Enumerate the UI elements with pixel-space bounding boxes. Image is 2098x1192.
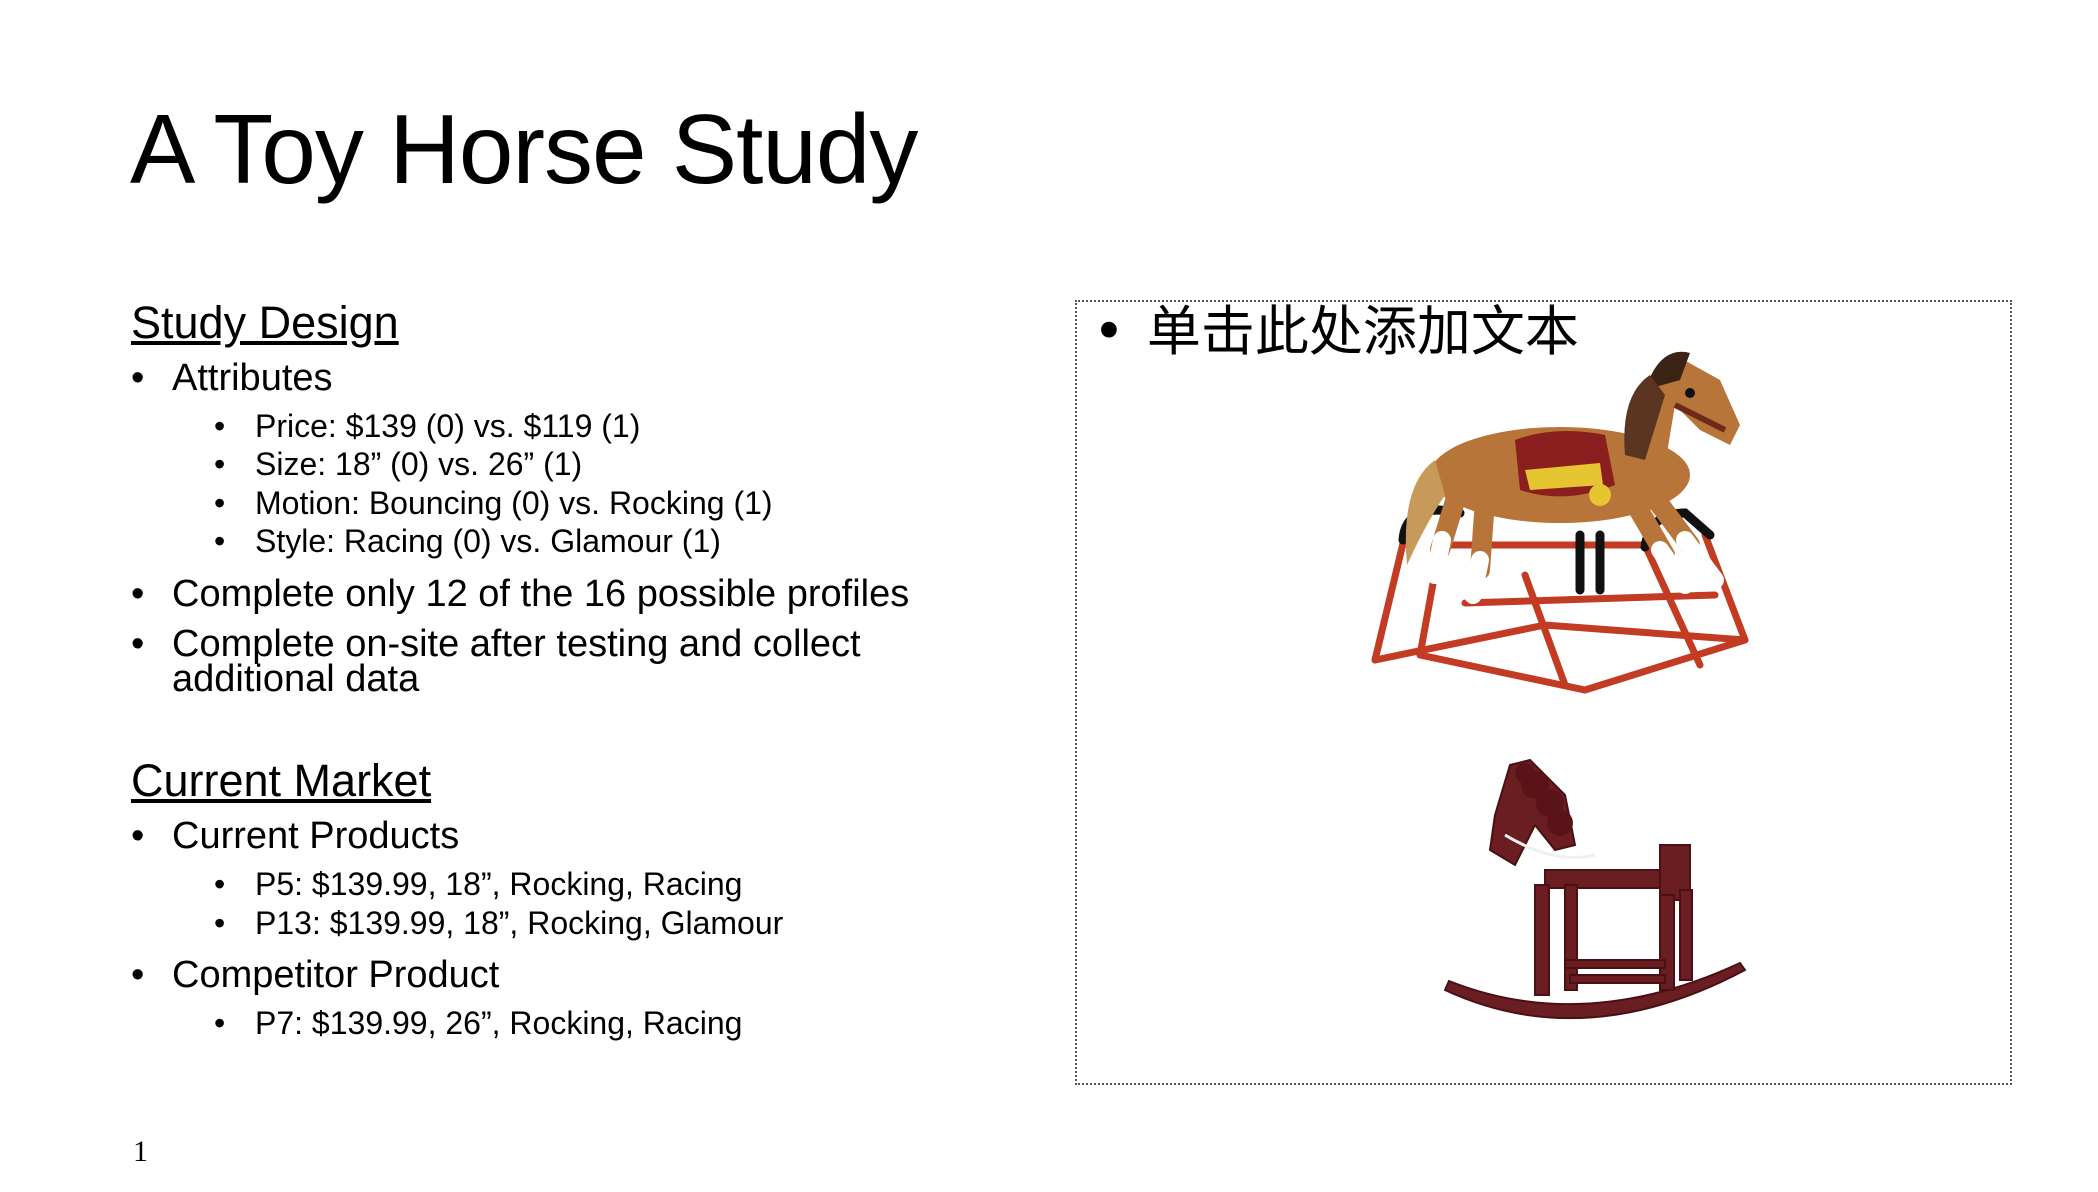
list-item: Price: $139 (0) vs. $119 (1) bbox=[131, 407, 1031, 446]
competitor-product-label: Competitor Product bbox=[172, 954, 500, 997]
list-item: Style: Racing (0) vs. Glamour (1) bbox=[131, 522, 1031, 561]
list-item: P5: $139.99, 18”, Rocking, Racing bbox=[131, 865, 1031, 904]
spring-rocking-horse-image bbox=[1371, 351, 1749, 694]
current-market-heading: Current Market bbox=[131, 755, 432, 807]
list-item: Competitor Product P7: $139.99, 26”, Roc… bbox=[131, 954, 1031, 1043]
list-item: Current Products P5: $139.99, 18”, Rocki… bbox=[131, 817, 1031, 942]
content-placeholder[interactable]: • 单击此处添加文本 bbox=[1075, 300, 2012, 1085]
competitor-products-list: P7: $139.99, 26”, Rocking, Racing bbox=[172, 1004, 1031, 1043]
slide-title: A Toy Horse Study bbox=[130, 94, 918, 204]
attributes-label: Attributes bbox=[172, 357, 333, 399]
content-left: Study Design Attributes Price: $139 (0) … bbox=[131, 300, 1031, 1043]
list-item: Motion: Bouncing (0) vs. Rocking (1) bbox=[131, 484, 1031, 523]
bullet3-line1: Complete on-site after testing and colle… bbox=[172, 622, 861, 665]
study-design-list: Attributes Price: $139 (0) vs. $119 (1) … bbox=[131, 359, 1031, 700]
current-market-list: Current Products P5: $139.99, 18”, Rocki… bbox=[131, 817, 1031, 1043]
current-products-label: Current Products bbox=[172, 815, 460, 858]
current-products-list: P5: $139.99, 18”, Rocking, Racing P13: $… bbox=[172, 865, 1031, 942]
placeholder-text[interactable]: • 单击此处添加文本 bbox=[1093, 300, 1579, 363]
list-item: P7: $139.99, 26”, Rocking, Racing bbox=[131, 1004, 1031, 1043]
wooden-rocking-horse-image bbox=[1443, 758, 1747, 1020]
list-item: Complete on-site after testing and colle… bbox=[131, 625, 1031, 700]
list-item: Attributes Price: $139 (0) vs. $119 (1) … bbox=[131, 359, 1031, 561]
attributes-list: Price: $139 (0) vs. $119 (1) Size: 18” (… bbox=[172, 407, 1031, 561]
study-design-heading: Study Design bbox=[131, 297, 399, 348]
list-item: Size: 18” (0) vs. 26” (1) bbox=[131, 445, 1031, 484]
list-item: P13: $139.99, 18”, Rocking, Glamour bbox=[131, 904, 1031, 943]
page-number: 1 bbox=[133, 1135, 148, 1168]
list-item: Complete only 12 of the 16 possible prof… bbox=[131, 575, 1031, 613]
bullet3-line2: additional data bbox=[172, 657, 420, 700]
